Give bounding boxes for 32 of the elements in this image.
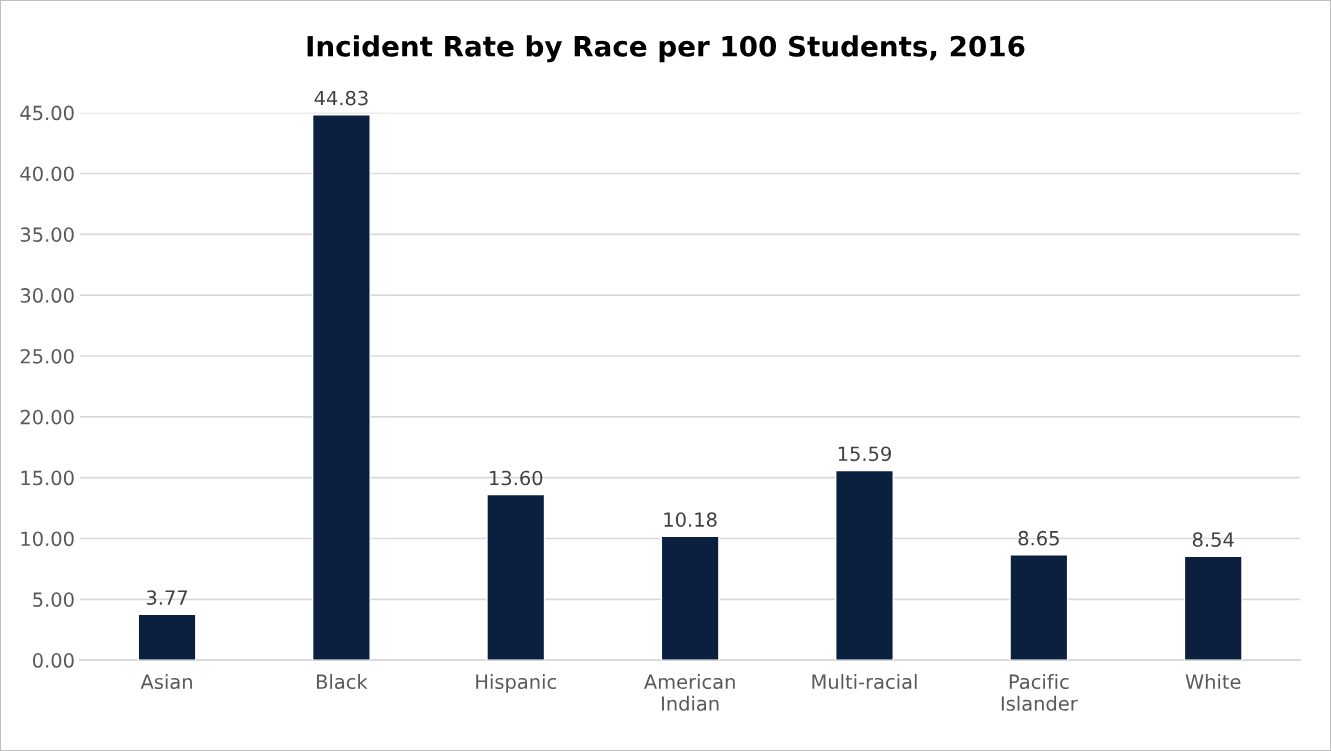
y-tick-label: 30.00 — [20, 288, 74, 303]
x-tick-label: Multi-racial — [812, 674, 917, 690]
bar — [660, 535, 720, 661]
y-tick-label: 0.00 — [32, 653, 74, 668]
bar — [486, 493, 546, 661]
y-tick-label: 40.00 — [20, 166, 74, 182]
x-tick-label: White — [1185, 674, 1241, 690]
x-tick-label: American Indian — [644, 674, 735, 711]
y-tick-label: 45.00 — [20, 105, 74, 121]
bar — [1183, 555, 1243, 661]
y-tick-label: 5.00 — [33, 592, 74, 607]
bar — [1009, 554, 1069, 661]
data-label: 44.83 — [314, 90, 368, 106]
x-tick-label: Hispanic — [476, 674, 556, 693]
bar — [137, 613, 197, 661]
y-tick-label: 35.00 — [20, 227, 74, 242]
data-label: 10.18 — [664, 512, 717, 527]
bar — [835, 469, 894, 661]
x-tick-label: Asian — [140, 674, 192, 690]
bar — [311, 114, 371, 661]
x-tick-label: Black — [317, 674, 368, 690]
data-label: 8.65 — [1018, 530, 1059, 546]
x-tick-label: Pacific Islander — [1001, 674, 1078, 711]
y-tick-label: 10.00 — [21, 531, 74, 547]
data-label: 13.60 — [490, 470, 543, 486]
y-tick-label: 15.00 — [21, 470, 74, 486]
data-label: 3.77 — [146, 590, 188, 605]
y-tick-label: 25.00 — [20, 348, 74, 364]
chart-title: Incident Rate by Race per 100 Students, 2016 — [307, 35, 1025, 63]
data-label: 8.54 — [1192, 532, 1234, 547]
data-label: 15.59 — [838, 446, 891, 462]
y-tick-label: 20.00 — [20, 409, 74, 425]
